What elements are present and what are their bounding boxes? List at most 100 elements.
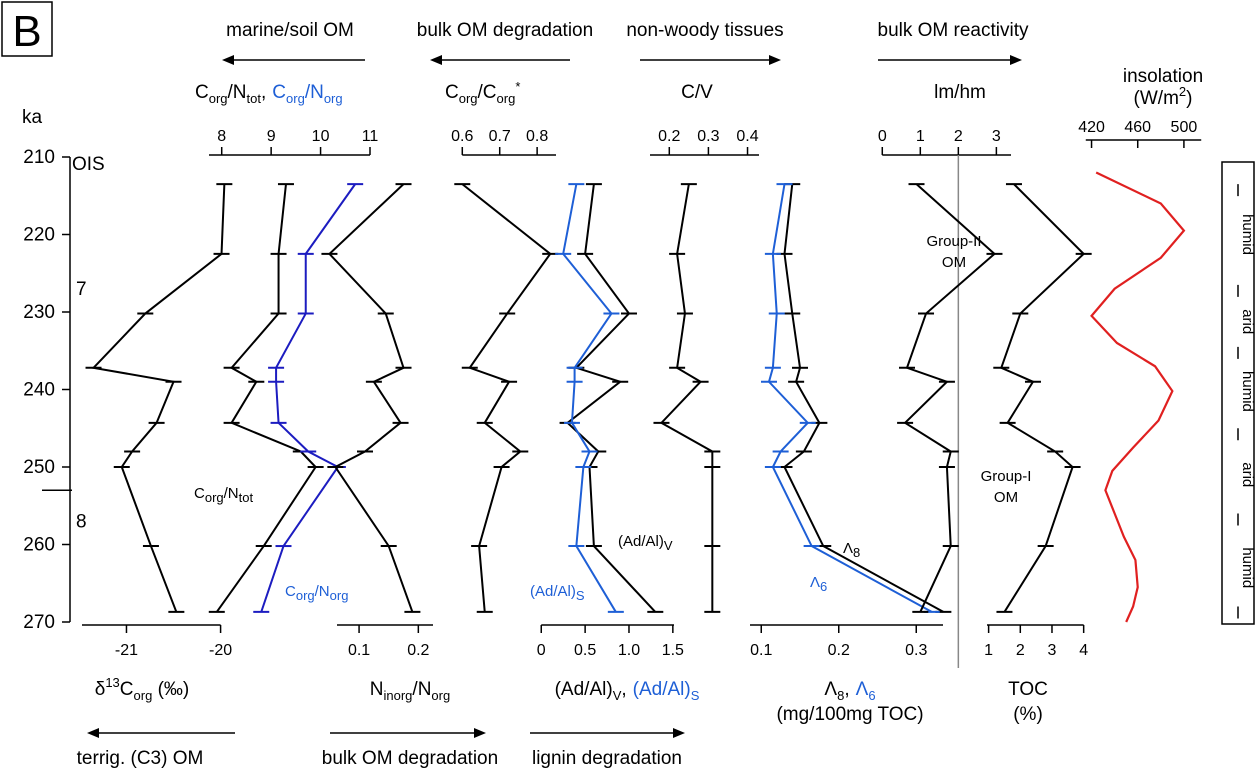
axis-tick-label: 2 xyxy=(954,128,963,145)
annotation-group1-line1: Group-I xyxy=(981,468,1032,485)
depth-axis-unit: ka xyxy=(22,107,43,128)
series-line xyxy=(783,184,944,613)
arrowhead-left-degradation xyxy=(430,55,442,65)
axis-tick-label: 1 xyxy=(916,128,925,145)
axis-tick-label: 0 xyxy=(537,642,546,659)
depth-tick-label: 250 xyxy=(23,457,55,478)
axis-title-insolation: insolation xyxy=(1123,66,1203,87)
axis-tick-label: 1.0 xyxy=(618,642,640,659)
axis-title-cv: C/V xyxy=(681,82,713,103)
axis-tick-label: 0.1 xyxy=(750,642,772,659)
series-line xyxy=(903,183,996,613)
annotation-lambda6: Λ6 xyxy=(810,574,827,594)
series-line xyxy=(91,184,226,613)
axis-tick-label: -20 xyxy=(209,642,232,659)
axis-tick-label: 8 xyxy=(217,128,226,145)
annotation-corg-ntot: Corg/Ntot xyxy=(194,485,253,505)
series-line xyxy=(215,184,317,613)
depth-axis: 210 220 230 240 250 260 270 xyxy=(23,147,71,633)
annotation-group2-line1: Group-II xyxy=(926,233,981,250)
axis-title-adal: (Ad/Al)V, (Ad/Al)S xyxy=(555,679,700,703)
axis-tick-label: 3 xyxy=(992,128,1001,145)
axis-tick-label: -21 xyxy=(115,642,138,659)
annotation-group1-line2: OM xyxy=(994,489,1018,506)
annotation-adal-v: (Ad/Al)V xyxy=(618,533,673,553)
insolation-tick-label: 460 xyxy=(1124,119,1151,136)
axis-tick-label: 0.5 xyxy=(574,642,596,659)
insolation-line xyxy=(1090,171,1186,623)
axis-tick-label: 0.3 xyxy=(905,642,927,659)
annotation-corg-norg: Corg/Norg xyxy=(285,583,348,603)
axis-tick-label: 0.1 xyxy=(348,642,370,659)
axis-tick-label: 10 xyxy=(312,128,330,145)
axis-tick-label: 3 xyxy=(1048,642,1057,659)
arrow-label-bulk-om-reactivity: bulk OM reactivity xyxy=(878,20,1029,41)
axis-tick-label: 0.2 xyxy=(828,642,850,659)
arrowhead-right-reactivity xyxy=(1010,55,1022,65)
axis-title-corg-corg-star: Corg/Corg* xyxy=(445,79,520,106)
arrowhead-right-lignin xyxy=(673,728,685,738)
axis-tick-label: 0.3 xyxy=(697,128,719,145)
axis-title-ninorg-norg: Ninorg/Norg xyxy=(370,679,450,703)
axis-tick-label: 0.8 xyxy=(526,128,548,145)
axis-title-lambda: Λ8, Λ6 xyxy=(824,679,875,703)
depth-tick-label: 270 xyxy=(23,612,55,633)
arrow-label-bulk-om-degradation-top: bulk OM degradation xyxy=(417,20,593,41)
climate-bar xyxy=(1221,161,1255,625)
series-line xyxy=(562,183,617,613)
annotation-group2-line2: OM xyxy=(942,254,966,271)
axis-title-insolation-unit: (W/m2) xyxy=(1134,84,1193,109)
depth-tick-label: 210 xyxy=(23,147,55,168)
depth-tick-label: 220 xyxy=(23,225,55,246)
series-line xyxy=(328,183,414,613)
axis-tick-label: 4 xyxy=(1079,642,1088,659)
axis-title-lambda-unit: (mg/100mg TOC) xyxy=(776,704,923,725)
axis-tick-label: 2 xyxy=(1016,642,1025,659)
climate-label: arid xyxy=(1239,462,1256,487)
arrowhead-right-bulk-degradation xyxy=(474,728,486,738)
proxy-axes: -21 -208 9 10 110.1 0.20.6 0.7 0.80 0.5 1.0 1.50.2… xyxy=(82,119,1202,659)
axis-title-toc-unit: (%) xyxy=(1013,704,1043,725)
series-line xyxy=(659,183,714,612)
series-line xyxy=(1000,183,1086,613)
panel-label-box xyxy=(1,1,53,57)
axis-tick-label: 0.6 xyxy=(451,128,473,145)
proxy-series xyxy=(85,171,1186,623)
axis-tick-label: 0.2 xyxy=(407,642,429,659)
insolation-tick-label: 420 xyxy=(1078,119,1105,136)
bottom-arrows xyxy=(87,728,685,738)
ois-stage-8: 8 xyxy=(76,511,87,532)
annotation-lambda8: Λ8 xyxy=(843,540,860,560)
insolation-tick-label: 500 xyxy=(1171,119,1198,136)
arrow-label-lignin-degradation: lignin degradation xyxy=(532,748,682,769)
arrow-label-non-woody-tissues: non-woody tissues xyxy=(626,20,783,41)
panel-label: B xyxy=(12,7,41,56)
arrow-label-marine-soil-om: marine/soil OM xyxy=(226,20,354,41)
climate-label: arid xyxy=(1239,309,1256,334)
axis-tick-label: 9 xyxy=(267,128,276,145)
series-line xyxy=(767,183,933,613)
series-line xyxy=(566,184,657,613)
climate-label: humid xyxy=(1239,214,1256,255)
axis-title-lmhm: lm/hm xyxy=(934,82,986,103)
axis-title-toc: TOC xyxy=(1008,679,1048,700)
axis-title-d13c: δ13Corg (‰) xyxy=(95,675,190,703)
axis-tick-label: 1 xyxy=(984,642,993,659)
axis-tick-label: 11 xyxy=(362,128,379,145)
depth-tick-label: 230 xyxy=(23,302,55,323)
climate-label: humid xyxy=(1239,547,1256,588)
annotation-adal-s: (Ad/Al)S xyxy=(530,583,585,603)
axis-tick-label: 0.4 xyxy=(736,128,758,145)
arrow-label-bulk-om-degradation-bottom: bulk OM degradation xyxy=(322,748,498,769)
top-arrows xyxy=(222,55,1022,65)
depth-tick-label: 240 xyxy=(23,380,55,401)
series-line xyxy=(461,183,552,613)
climate-label: humid xyxy=(1239,371,1256,412)
depth-tick-label: 260 xyxy=(23,535,55,556)
series-line xyxy=(260,183,356,613)
climate-bar-labels: humid arid humid arid humid xyxy=(1237,184,1256,619)
axis-title-corg-ntot-norg: Corg/Ntot, Corg/Norg xyxy=(195,82,343,106)
axis-tick-label: 0 xyxy=(878,128,887,145)
ois-stage-7: 7 xyxy=(76,279,87,300)
